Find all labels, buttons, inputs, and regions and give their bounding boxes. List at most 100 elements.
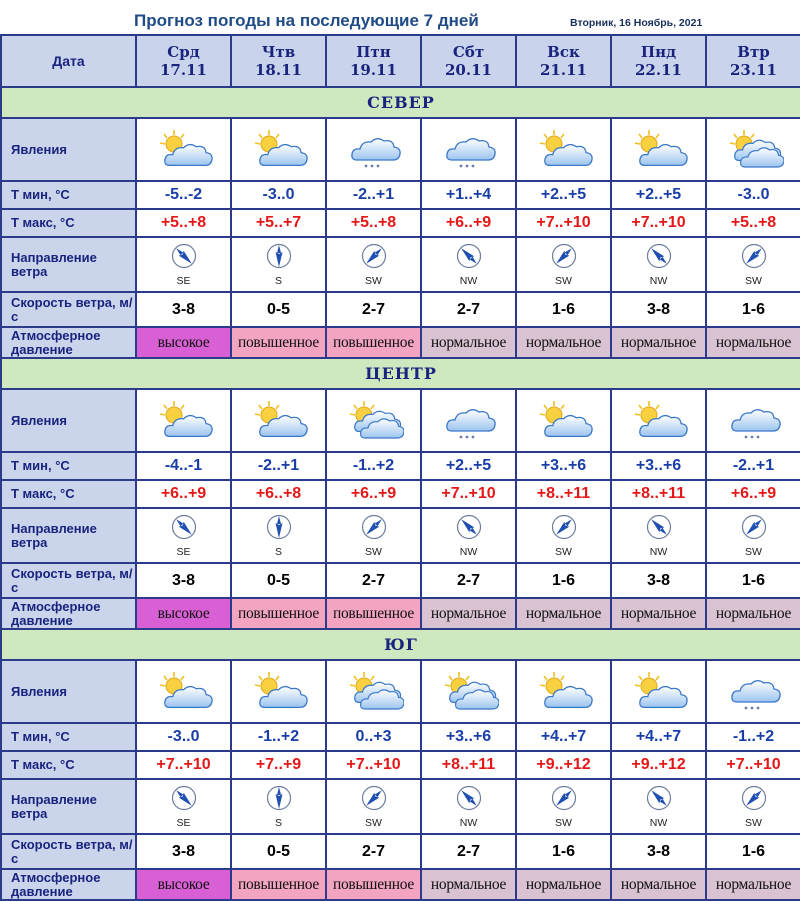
- day-name: Сбт: [452, 43, 485, 61]
- wind-direction-row: Направление ветра SE S SW NW SW NW SW: [0, 778, 800, 835]
- tmin-value: +2..+5: [610, 180, 707, 210]
- tmin-value: +2..+5: [420, 451, 517, 481]
- tmin-value: -2..+1: [705, 451, 800, 481]
- row-label-tmin: Т мин, °С: [0, 451, 137, 481]
- pressure-value: нормальное: [515, 597, 612, 630]
- tmin-value: -1..+2: [325, 451, 422, 481]
- wind-speed-value: 1-6: [515, 833, 612, 870]
- day-date: 20.11: [445, 61, 492, 79]
- current-date: Вторник, 16 Ноябрь, 2021: [570, 17, 703, 29]
- wind-direction-value: SW: [365, 545, 382, 558]
- tmax-value: +7..+10: [705, 750, 800, 780]
- partly-overcast-icon: [328, 670, 419, 714]
- compass-icon: [551, 785, 577, 815]
- partly-cloudy-icon: [518, 399, 609, 443]
- weather-cell: [610, 388, 707, 453]
- pressure-value: нормальное: [610, 868, 707, 901]
- weather-cell: [515, 659, 612, 724]
- compass-icon: [551, 243, 577, 273]
- tmin-value: 0..+3: [325, 722, 422, 752]
- wind-direction-value: NW: [459, 545, 478, 558]
- tmax-value: +7..+10: [135, 750, 232, 780]
- weather-cell: [610, 117, 707, 182]
- wind-direction-cell: SW: [705, 507, 800, 564]
- pressure-value: нормальное: [515, 868, 612, 901]
- pressure-value: нормальное: [420, 326, 517, 359]
- partly-cloudy-icon: [518, 128, 609, 172]
- wind-direction-value: SW: [745, 274, 762, 287]
- day-header: Втр 23.11: [705, 34, 800, 88]
- day-name: Птн: [356, 43, 391, 61]
- wind-direction-cell: NW: [610, 236, 707, 293]
- compass-icon: [741, 243, 767, 273]
- compass-icon: [266, 514, 292, 544]
- compass-icon: [266, 243, 292, 273]
- tmax-value: +7..+9: [230, 750, 327, 780]
- compass-icon: [171, 514, 197, 544]
- tmax-row: Т макс, °С +7..+10 +7..+9 +7..+10 +8..+11 +9.…: [0, 750, 800, 780]
- tmin-value: +2..+5: [515, 180, 612, 210]
- partly-cloudy-icon: [233, 399, 324, 443]
- cloud-snow-icon: [423, 128, 514, 172]
- tmax-value: +5..+7: [230, 208, 327, 238]
- row-label-tmin: Т мин, °С: [0, 180, 137, 210]
- wind-direction-value: SE: [176, 545, 191, 558]
- tmax-value: +5..+8: [325, 208, 422, 238]
- wind-direction-cell: SW: [325, 236, 422, 293]
- tmax-value: +7..+10: [325, 750, 422, 780]
- pressure-value: нормальное: [610, 326, 707, 359]
- tmin-value: +3..+6: [420, 722, 517, 752]
- compass-icon: [646, 514, 672, 544]
- compass-icon: [551, 514, 577, 544]
- wind-direction-cell: S: [230, 507, 327, 564]
- weather-cell: [230, 117, 327, 182]
- tmax-value: +6..+8: [230, 479, 327, 509]
- tmin-value: -1..+2: [705, 722, 800, 752]
- wind-direction-value: SW: [745, 816, 762, 829]
- wind-direction-cell: SW: [705, 778, 800, 835]
- wind-speed-value: 3-8: [610, 562, 707, 599]
- wind-direction-cell: SW: [325, 778, 422, 835]
- partly-cloudy-icon: [138, 399, 229, 443]
- row-label-wind-speed: Скорость ветра, м/с: [0, 291, 137, 328]
- compass-icon: [361, 243, 387, 273]
- row-label-phenomena: Явления: [0, 117, 137, 182]
- wind-direction-value: NW: [649, 545, 668, 558]
- region-row: СЕВЕР: [0, 86, 800, 119]
- compass-icon: [741, 785, 767, 815]
- wind-speed-row: Скорость ветра, м/с 3-8 0-5 2-7 2-7 1-6 3-8 1-6: [0, 833, 800, 870]
- weather-cell: [420, 388, 517, 453]
- row-label-pressure: Атмосферное давление: [0, 597, 137, 630]
- tmin-value: -2..+1: [230, 451, 327, 481]
- wind-speed-value: 1-6: [705, 833, 800, 870]
- day-header: Чтв 18.11: [230, 34, 327, 88]
- row-label-phenomena: Явления: [0, 388, 137, 453]
- wind-speed-value: 0-5: [230, 562, 327, 599]
- day-date: 21.11: [540, 61, 587, 79]
- row-label-pressure: Атмосферное давление: [0, 326, 137, 359]
- wind-direction-value: S: [274, 545, 282, 558]
- pressure-value: нормальное: [705, 597, 800, 630]
- wind-direction-value: NW: [649, 816, 668, 829]
- wind-speed-value: 2-7: [325, 833, 422, 870]
- row-label-phenomena: Явления: [0, 659, 137, 724]
- phenomena-row: Явления: [0, 388, 800, 453]
- day-date: 18.11: [255, 61, 302, 79]
- compass-icon: [456, 514, 482, 544]
- page-title: Прогноз погоды на последующие 7 дней: [134, 11, 479, 30]
- row-label-tmax: Т макс, °С: [0, 750, 137, 780]
- day-name: Чтв: [261, 43, 296, 61]
- wind-direction-cell: NW: [610, 778, 707, 835]
- weather-cell: [135, 659, 232, 724]
- wind-direction-row: Направление ветра SE S SW NW SW NW SW: [0, 507, 800, 564]
- day-name: Вск: [547, 43, 580, 61]
- tmin-row: Т мин, °С -4..-1 -2..+1 -1..+2 +2..+5 +3..+6 +…: [0, 451, 800, 481]
- region-name: ЮГ: [0, 628, 800, 661]
- wind-direction-cell: SW: [515, 507, 612, 564]
- pressure-value: высокое: [135, 597, 232, 630]
- wind-direction-value: NW: [459, 274, 478, 287]
- partly-cloudy-icon: [518, 670, 609, 714]
- weather-cell: [420, 659, 517, 724]
- tmin-value: +1..+4: [420, 180, 517, 210]
- region-name: СЕВЕР: [0, 86, 800, 119]
